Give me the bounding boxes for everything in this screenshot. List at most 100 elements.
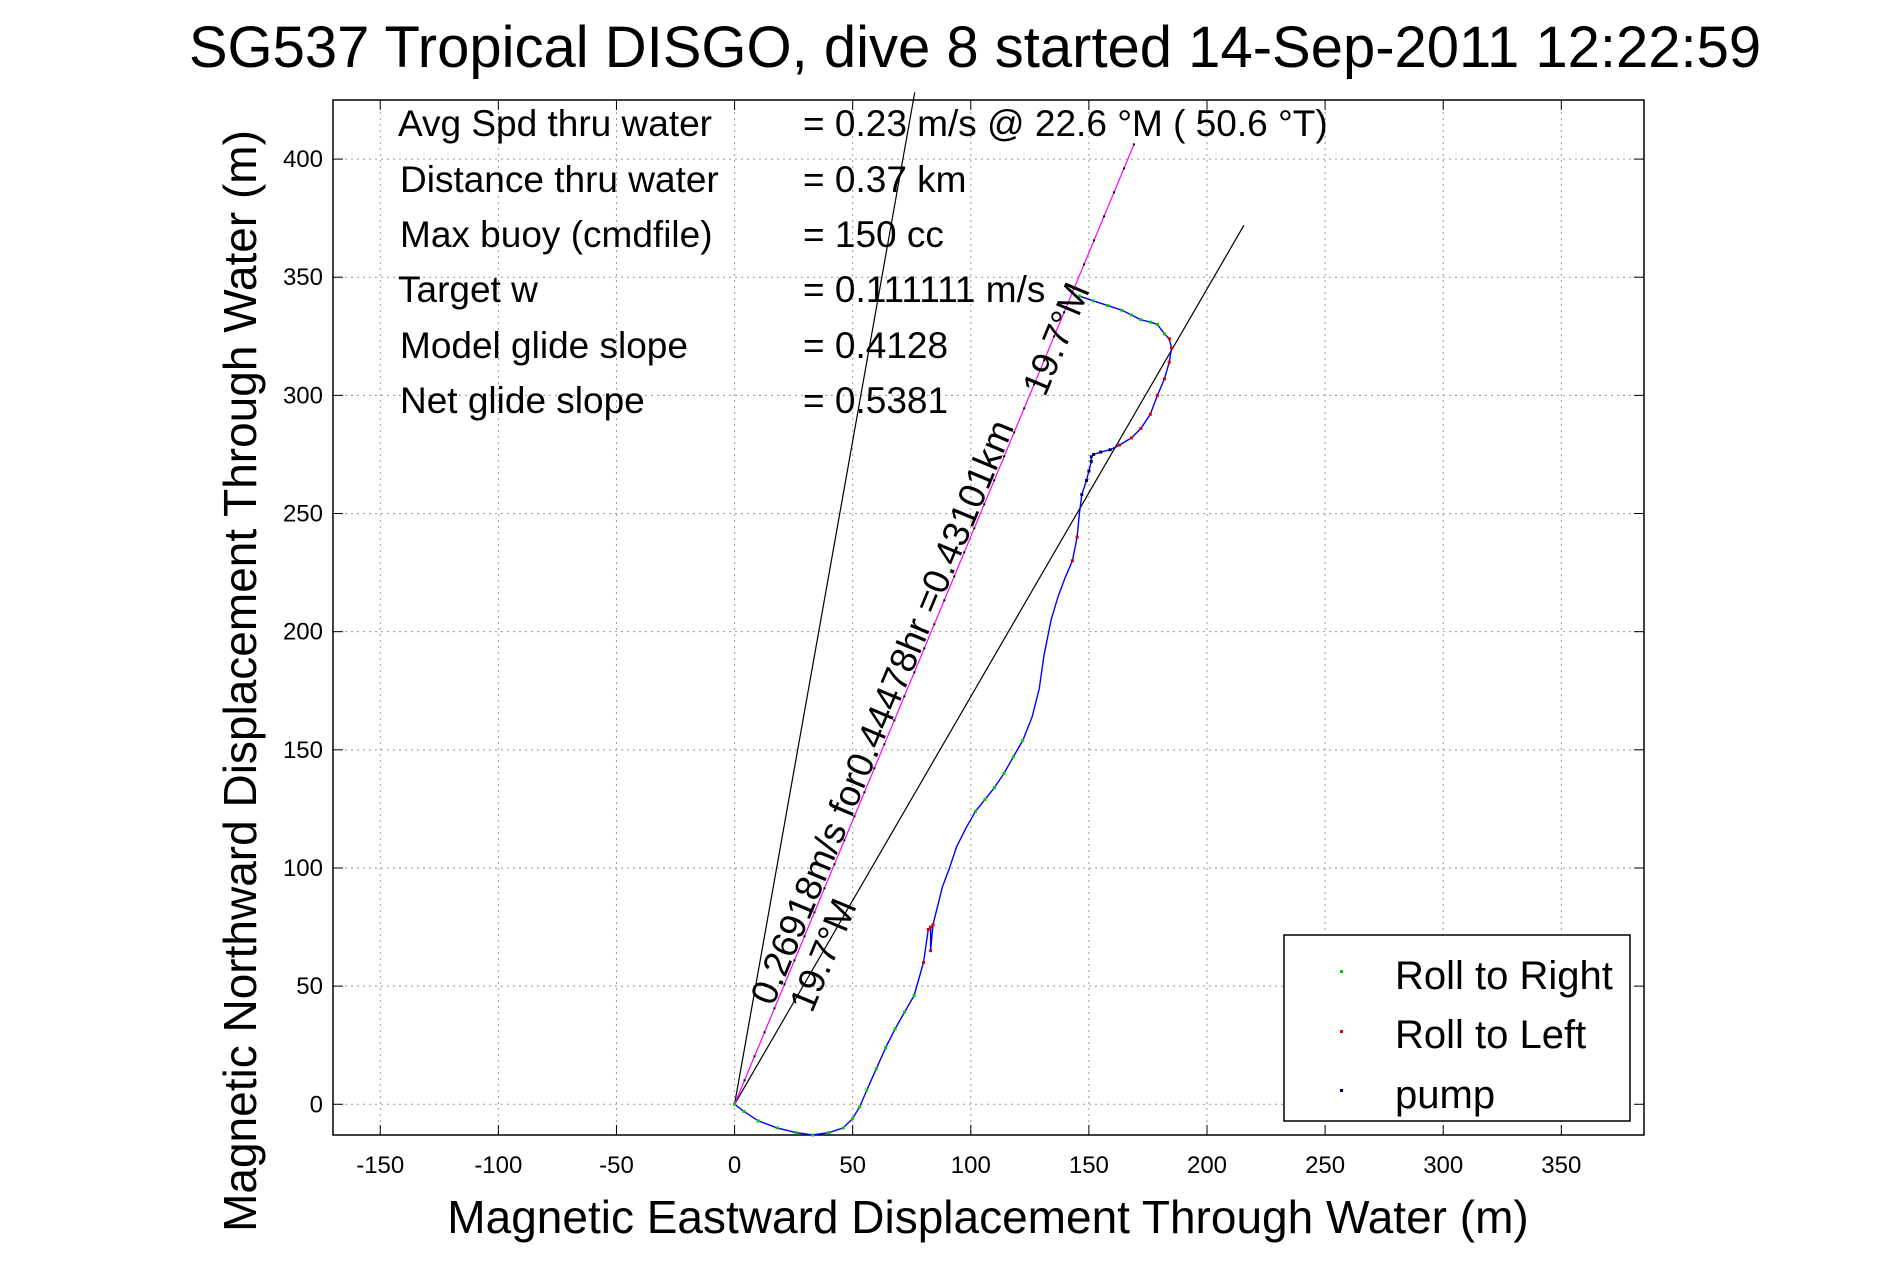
track-point-roll-left (1170, 346, 1174, 350)
track-point-roll-right (841, 1126, 845, 1130)
track-point-roll-left (1129, 436, 1133, 440)
y-tick-label: 400 (283, 146, 323, 173)
info-label: Max buoy (cmdfile) (400, 214, 713, 255)
vector-marker (973, 527, 976, 530)
track-point-roll-left (1070, 559, 1074, 563)
track-point-roll-right (1120, 308, 1124, 312)
guide-line (734, 224, 1245, 1105)
y-axis-label: Magnetic Northward Displacement Through … (214, 130, 266, 1232)
track-point-roll-right (874, 1067, 878, 1071)
vector-marker (913, 671, 916, 674)
track-point-roll-right (756, 1119, 760, 1123)
track-point-roll-right (851, 1116, 855, 1120)
x-tick-label: -50 (599, 1152, 634, 1179)
track-point-roll-right (811, 1133, 815, 1137)
info-value: = 0.4128 (803, 325, 948, 366)
vector-marker (763, 1031, 766, 1034)
vector-marker (993, 479, 996, 482)
x-tick-label: 100 (951, 1152, 991, 1179)
track-point-roll-right (992, 786, 996, 790)
track-point-roll-left (1162, 377, 1166, 381)
y-tick-label: 300 (283, 382, 323, 409)
x-tick-label: 150 (1069, 1152, 1109, 1179)
current-vector (734, 143, 1135, 1105)
vector-marker (883, 743, 886, 746)
chart-title: SG537 Tropical DISGO, dive 8 started 14-… (189, 15, 1761, 80)
legend-label: Roll to Right (1395, 954, 1613, 998)
vector-marker (1113, 191, 1116, 194)
track-point-roll-left (1075, 535, 1079, 539)
vector-marker (1053, 335, 1056, 338)
info-panel: Avg Spd thru water = 0.23 m/s @ 22.6 °M … (398, 103, 1328, 421)
vector-marker (943, 599, 946, 602)
guide-line (733, 92, 916, 1105)
track-point-roll-left (922, 961, 926, 964)
track-point-roll-right (775, 1126, 779, 1130)
track-point-roll-right (893, 1027, 897, 1031)
legend: Roll to Right Roll to Left pump (1283, 934, 1631, 1122)
legend-marker-roll-left (1340, 1030, 1343, 1033)
track-point-roll-right (1021, 738, 1025, 742)
vector-marker (903, 695, 906, 698)
track-point-pump (1089, 460, 1093, 464)
legend-label: pump (1395, 1073, 1495, 1117)
vector-marker (933, 623, 936, 626)
track-point-pump (1099, 450, 1103, 454)
vector-marker (753, 1055, 756, 1058)
info-value: = 0.37 km (803, 159, 967, 200)
vector-marker (1103, 215, 1106, 218)
x-axis-ticks: -150 -100 -50 0 50 100 150 200 250 300 350 (356, 100, 1581, 1179)
vector-marker (1083, 263, 1086, 266)
track-point-roll-left (1118, 443, 1122, 447)
track-point-roll-right (827, 1131, 831, 1135)
vector-marker (813, 911, 816, 914)
track-point-roll-right (912, 994, 916, 998)
grid-lines (333, 100, 1644, 1135)
vector-marker (743, 1079, 746, 1082)
vector-marker (843, 839, 846, 842)
vector-marker (1063, 311, 1066, 314)
y-axis-ticks: 0 50 100 150 200 250 300 350 400 (283, 146, 1644, 1118)
vector-marker (963, 551, 966, 554)
track-point-roll-right (1002, 771, 1006, 775)
vector-marker (773, 1007, 776, 1010)
vector-marker (1033, 383, 1036, 386)
legend-marker-pump (1340, 1089, 1343, 1092)
track-point-roll-right (858, 1105, 862, 1109)
info-label: Target w (398, 269, 538, 310)
y-tick-label: 150 (283, 737, 323, 764)
vector-marker (853, 815, 856, 818)
vector-marker (1023, 407, 1026, 410)
vector-marker (1073, 287, 1076, 290)
info-label: Model glide slope (400, 325, 688, 366)
y-tick-label: 100 (283, 855, 323, 882)
track-point-roll-right (865, 1088, 869, 1092)
x-tick-label: 250 (1305, 1152, 1345, 1179)
vector-marker (983, 503, 986, 506)
info-label: Net glide slope (400, 380, 645, 421)
track-point-roll-right (884, 1046, 888, 1050)
x-tick-label: 350 (1541, 1152, 1581, 1179)
plot-area (332, 99, 1645, 1136)
x-tick-label: 200 (1187, 1152, 1227, 1179)
track-point-roll-right (1139, 318, 1143, 322)
y-tick-label: 0 (310, 1091, 323, 1118)
vector-marker (1003, 455, 1006, 458)
guide-lines (733, 92, 1245, 1105)
info-value: = 0.5381 (803, 380, 948, 421)
y-tick-label: 200 (283, 619, 323, 646)
vector-marker (953, 575, 956, 578)
legend-marker-roll-right (1340, 970, 1343, 973)
legend-label: Roll to Left (1395, 1013, 1586, 1057)
track-point-roll-right (1106, 304, 1110, 308)
track-point-roll-right (1011, 755, 1015, 759)
track-point-roll-left (1155, 393, 1159, 397)
track-series (733, 294, 1174, 1137)
track-point-roll-right (983, 797, 987, 801)
vector-marker (833, 863, 836, 866)
track-point-pump (1089, 455, 1093, 459)
y-tick-label: 250 (283, 501, 323, 528)
vector-marker (1043, 359, 1046, 362)
track-point-roll-left (929, 925, 933, 929)
